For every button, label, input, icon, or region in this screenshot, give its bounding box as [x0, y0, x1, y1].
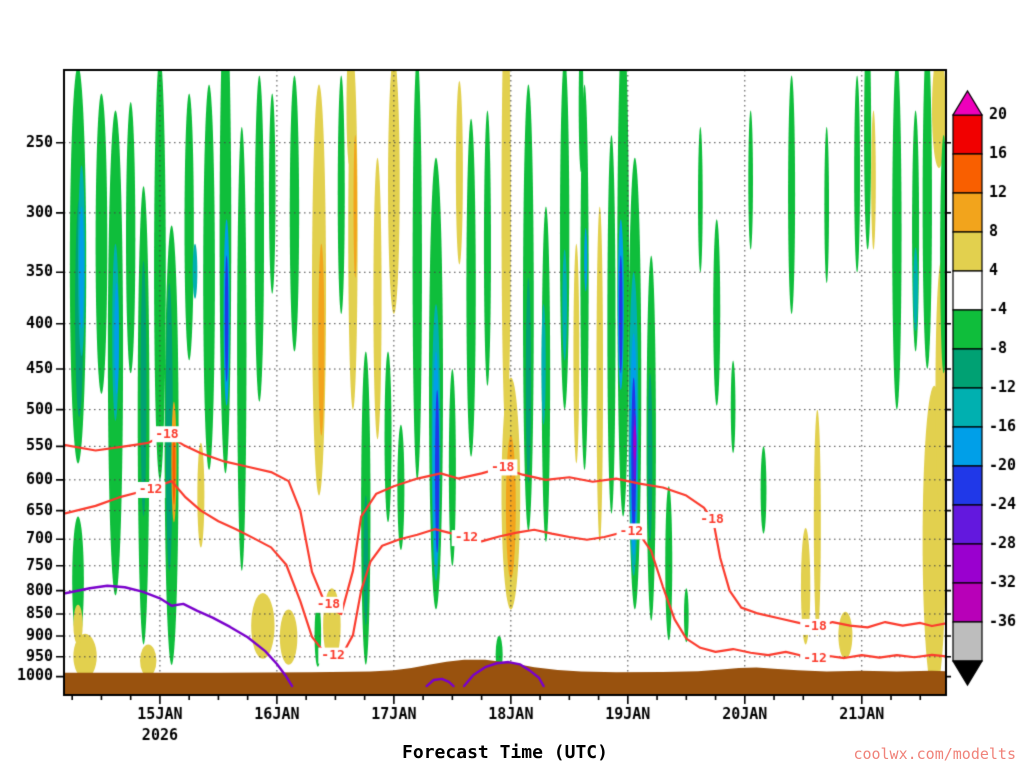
watermark-link[interactable]: coolwx.com/modelts: [853, 745, 1016, 763]
x-axis-title: Forecast Time (UTC): [402, 742, 608, 763]
